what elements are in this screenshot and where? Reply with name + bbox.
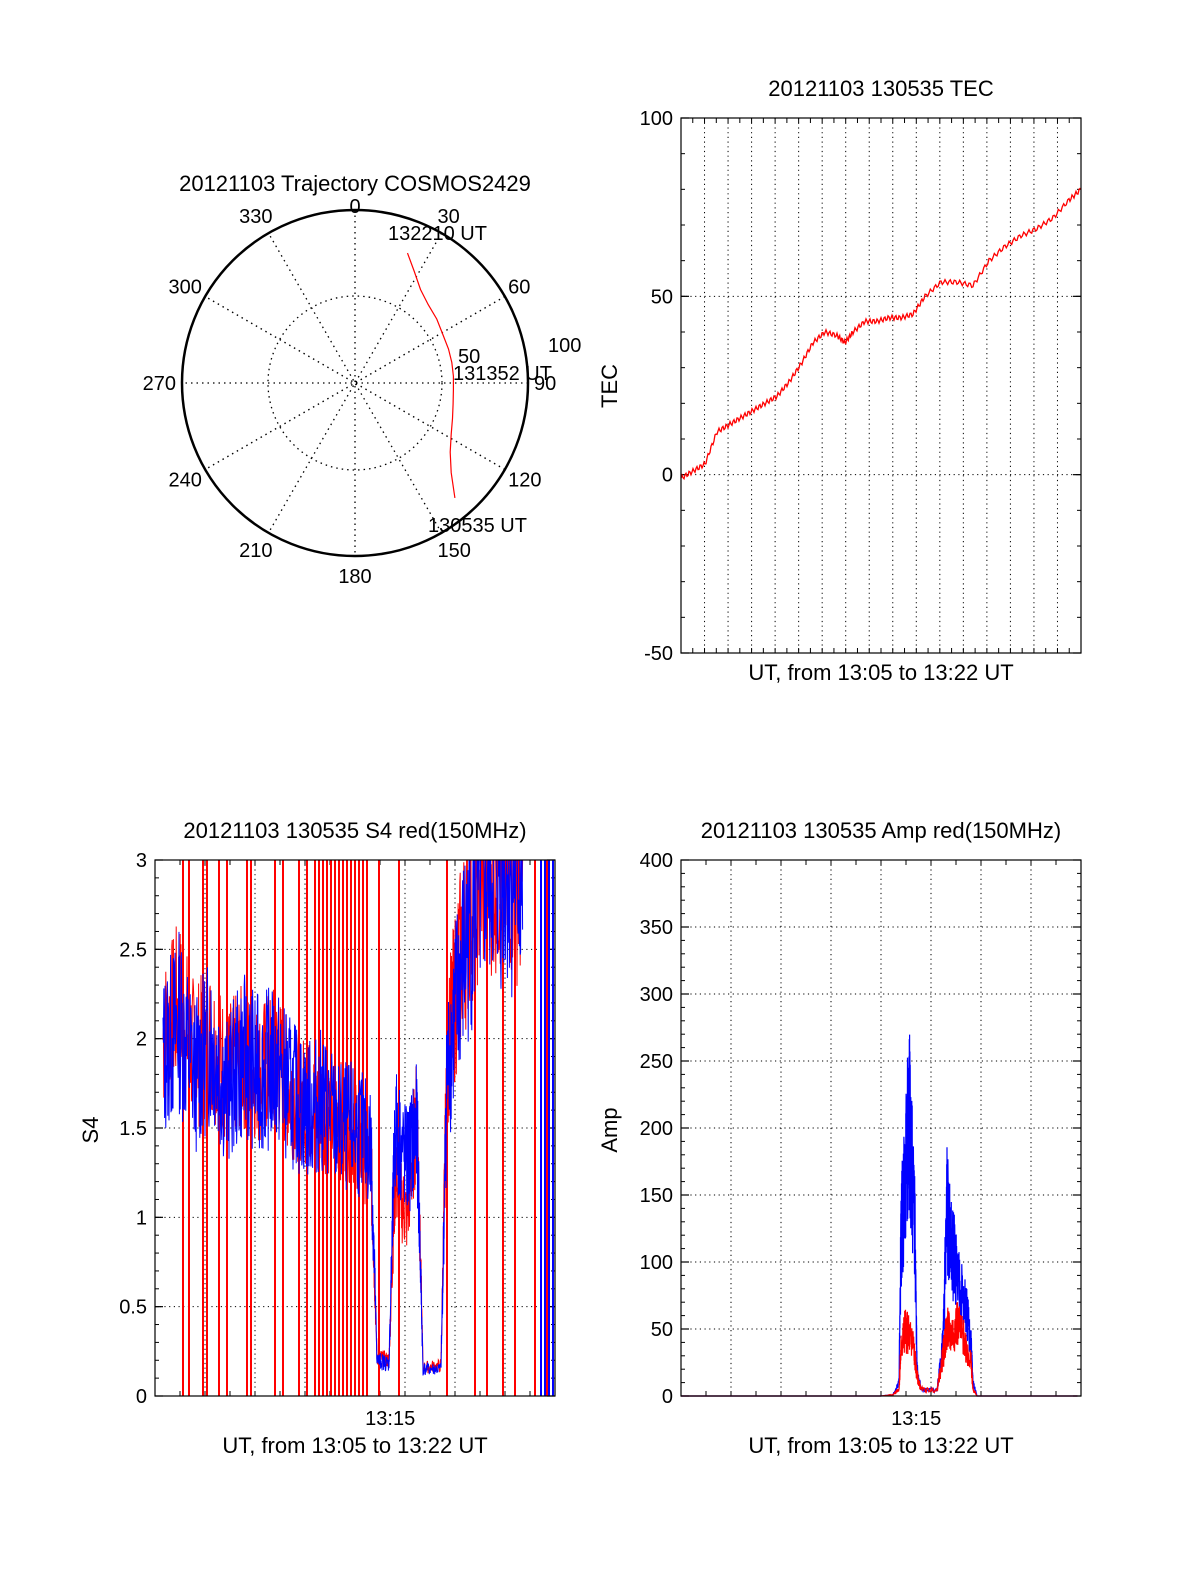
polar-outer-ring (180, 208, 530, 558)
amp-grid (680, 859, 1082, 1397)
polar-angle-label-240: 240 (168, 470, 201, 492)
y-tick-label: 300 (640, 984, 673, 1006)
amp-y-tick-labels: 0 50 100 150 200 250 300 350 400 (640, 850, 673, 1408)
amp-panel: 20121103 130535 Amp red(150MHz) 0 50 100 15… (597, 818, 1082, 1458)
amp-y-axis-label: Amp (597, 1107, 622, 1152)
track-mid-label: 131352 UT (453, 363, 552, 385)
s4-x-tick-label: 13:15 (365, 1408, 415, 1430)
y-tick-label: 0 (136, 1386, 147, 1408)
s4-y-tick-labels: 0 0.5 1 1.5 2 2.5 3 (119, 850, 147, 1408)
tec-series-line (680, 187, 1082, 481)
y-tick-label: 250 (640, 1051, 673, 1073)
y-tick-label: 400 (640, 850, 673, 872)
y-tick-label: 150 (640, 1185, 673, 1207)
s4-data-area (162, 859, 554, 1396)
polar-angle-label-330: 330 (239, 206, 272, 228)
polar-spoke-150 (267, 232, 443, 534)
s4-blue-line (162, 859, 524, 1376)
y-tick-label: 1 (136, 1207, 147, 1229)
s4-y-axis-label: S4 (78, 1117, 103, 1144)
polar-radius-label-50: 50 (458, 346, 480, 368)
tec-panel: 20121103 130535 TEC -50 0 50 100 UT, from 1… (597, 76, 1082, 685)
amp-blue-line (681, 1034, 1078, 1397)
polar-radius-ring-50 (267, 295, 443, 471)
amp-title: 20121103 130535 Amp red(150MHz) (701, 818, 1061, 843)
trajectory-panel: 20121103 Trajectory COSMOS2429 0 30 60 90 12… (143, 171, 582, 588)
y-tick-label: 100 (640, 108, 673, 130)
s4-x-axis-label: UT, from 13:05 to 13:22 UT (222, 1433, 487, 1458)
y-tick-label: 100 (640, 1252, 673, 1274)
y-tick-label: 0.5 (119, 1297, 147, 1319)
polar-angle-label-300: 300 (168, 277, 201, 299)
amp-red-line (681, 1302, 1078, 1397)
y-tick-label: 200 (640, 1118, 673, 1140)
amp-x-tick-label: 13:15 (891, 1408, 941, 1430)
y-tick-label: 3 (136, 850, 147, 872)
tec-title: 20121103 130535 TEC (768, 76, 994, 101)
polar-grid (182, 210, 528, 556)
tec-x-axis-label: UT, from 13:05 to 13:22 UT (748, 660, 1013, 685)
polar-angle-label-30: 30 (438, 206, 460, 228)
polar-angle-label-90: 90 (534, 373, 556, 395)
tec-plot-frame (680, 117, 1082, 654)
y-tick-label: 350 (640, 917, 673, 939)
satellite-track (406, 252, 456, 498)
polar-radius-label-100: 100 (548, 335, 581, 357)
s4-title: 20121103 130535 S4 red(150MHz) (183, 818, 526, 843)
polar-angle-label-150: 150 (438, 540, 471, 562)
y-tick-label: -50 (644, 643, 673, 665)
polar-angle-labels: 0 30 60 90 120 150 180 210 240 270 300 330 (143, 196, 557, 588)
y-tick-label: 2 (136, 1029, 147, 1051)
s4-plot-frame (154, 859, 556, 1397)
y-tick-label: 50 (651, 1319, 673, 1341)
y-tick-label: 50 (651, 286, 673, 308)
amp-x-axis-label: UT, from 13:05 to 13:22 UT (748, 1433, 1013, 1458)
track-end-label: 132210 UT (388, 223, 487, 245)
y-tick-label: 0 (662, 465, 673, 487)
polar-angle-label-270: 270 (143, 373, 176, 395)
polar-angle-label-120: 120 (508, 470, 541, 492)
y-tick-label: 2.5 (119, 939, 147, 961)
trajectory-title: 20121103 Trajectory COSMOS2429 (179, 171, 531, 196)
polar-angle-label-60: 60 (508, 277, 530, 299)
y-tick-label: 0 (662, 1386, 673, 1408)
amp-plot-frame (680, 859, 1082, 1397)
tec-y-tick-labels: -50 0 50 100 (640, 108, 673, 665)
polar-spoke-30 (267, 232, 443, 534)
polar-angle-label-0: 0 (349, 196, 360, 218)
s4-panel: 20121103 130535 S4 red(150MHz) 0 0.5 1 1.5 2… (78, 818, 556, 1458)
polar-angle-label-180: 180 (338, 566, 371, 588)
tec-y-axis-label: TEC (597, 364, 622, 408)
polar-angle-label-210: 210 (239, 540, 272, 562)
y-tick-label: 1.5 (119, 1118, 147, 1140)
tec-grid (680, 117, 1082, 654)
track-start-label: 130535 UT (428, 515, 527, 537)
amp-data-area (681, 1034, 1078, 1397)
